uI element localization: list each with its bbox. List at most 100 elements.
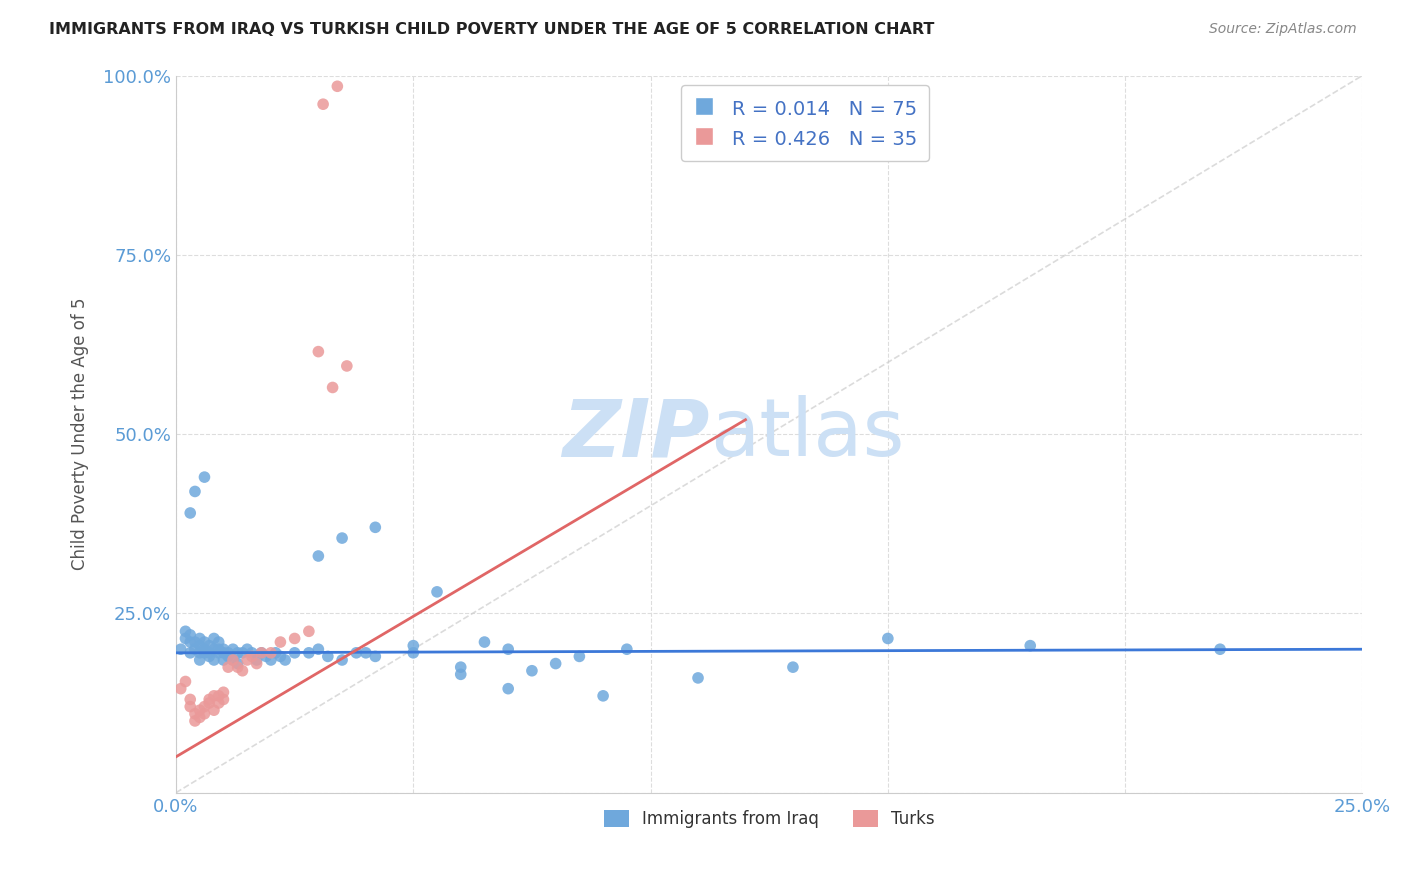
Point xyxy=(782,660,804,674)
Point xyxy=(322,380,344,394)
Point xyxy=(354,646,377,660)
Point xyxy=(193,646,215,660)
Point xyxy=(212,685,235,699)
Point xyxy=(193,699,215,714)
Point xyxy=(179,635,201,649)
Point xyxy=(184,635,207,649)
Point xyxy=(208,689,231,703)
Point xyxy=(193,642,215,657)
Point xyxy=(364,520,387,534)
Point xyxy=(198,646,221,660)
Point xyxy=(226,657,249,671)
Point xyxy=(193,470,215,484)
Point xyxy=(284,646,307,660)
Text: IMMIGRANTS FROM IRAQ VS TURKISH CHILD POVERTY UNDER THE AGE OF 5 CORRELATION CHA: IMMIGRANTS FROM IRAQ VS TURKISH CHILD PO… xyxy=(49,22,935,37)
Point xyxy=(188,639,211,653)
Point xyxy=(686,671,709,685)
Point xyxy=(1209,642,1232,657)
Point xyxy=(298,624,321,639)
Point xyxy=(226,660,249,674)
Point xyxy=(246,653,269,667)
Point xyxy=(269,635,291,649)
Point xyxy=(592,689,614,703)
Point xyxy=(184,642,207,657)
Point xyxy=(174,632,197,646)
Point xyxy=(330,531,353,545)
Text: Source: ZipAtlas.com: Source: ZipAtlas.com xyxy=(1209,22,1357,37)
Point xyxy=(212,653,235,667)
Legend: Immigrants from Iraq, Turks: Immigrants from Iraq, Turks xyxy=(598,803,941,835)
Point xyxy=(188,710,211,724)
Point xyxy=(202,642,225,657)
Point xyxy=(202,653,225,667)
Point xyxy=(184,714,207,728)
Point xyxy=(174,674,197,689)
Point xyxy=(170,642,193,657)
Point xyxy=(184,706,207,721)
Point xyxy=(198,639,221,653)
Point xyxy=(330,653,353,667)
Point xyxy=(402,639,425,653)
Point xyxy=(188,632,211,646)
Point xyxy=(250,646,273,660)
Point xyxy=(326,79,349,94)
Point xyxy=(316,649,339,664)
Point xyxy=(240,646,263,660)
Point xyxy=(174,624,197,639)
Point xyxy=(198,692,221,706)
Point xyxy=(202,632,225,646)
Point xyxy=(222,642,245,657)
Point xyxy=(426,585,449,599)
Point xyxy=(188,703,211,717)
Point xyxy=(198,649,221,664)
Point xyxy=(450,667,472,681)
Point xyxy=(208,642,231,657)
Point xyxy=(260,653,283,667)
Point xyxy=(179,646,201,660)
Point xyxy=(236,642,259,657)
Point xyxy=(450,660,472,674)
Text: atlas: atlas xyxy=(710,395,904,473)
Point xyxy=(284,632,307,646)
Point xyxy=(264,646,287,660)
Point xyxy=(170,681,193,696)
Point xyxy=(202,689,225,703)
Point xyxy=(188,646,211,660)
Point xyxy=(193,635,215,649)
Text: ZIP: ZIP xyxy=(562,395,710,473)
Point xyxy=(236,653,259,667)
Point xyxy=(179,699,201,714)
Point xyxy=(260,646,283,660)
Point xyxy=(474,635,496,649)
Point xyxy=(307,642,329,657)
Point xyxy=(312,97,335,112)
Point xyxy=(1019,639,1042,653)
Point xyxy=(184,484,207,499)
Point xyxy=(496,642,519,657)
Point xyxy=(212,642,235,657)
Point xyxy=(208,635,231,649)
Point xyxy=(212,646,235,660)
Point xyxy=(250,646,273,660)
Point xyxy=(364,649,387,664)
Point xyxy=(269,649,291,664)
Point xyxy=(402,646,425,660)
Point xyxy=(226,646,249,660)
Point xyxy=(307,344,329,359)
Point xyxy=(240,649,263,664)
Point xyxy=(193,706,215,721)
Point xyxy=(222,653,245,667)
Point xyxy=(246,657,269,671)
Point xyxy=(188,653,211,667)
Point xyxy=(212,692,235,706)
Point xyxy=(520,664,543,678)
Point xyxy=(179,506,201,520)
Point xyxy=(496,681,519,696)
Point xyxy=(274,653,297,667)
Point xyxy=(198,696,221,710)
Point xyxy=(222,653,245,667)
Point xyxy=(616,642,638,657)
Point xyxy=(231,664,253,678)
Point xyxy=(876,632,898,646)
Point xyxy=(344,646,367,660)
